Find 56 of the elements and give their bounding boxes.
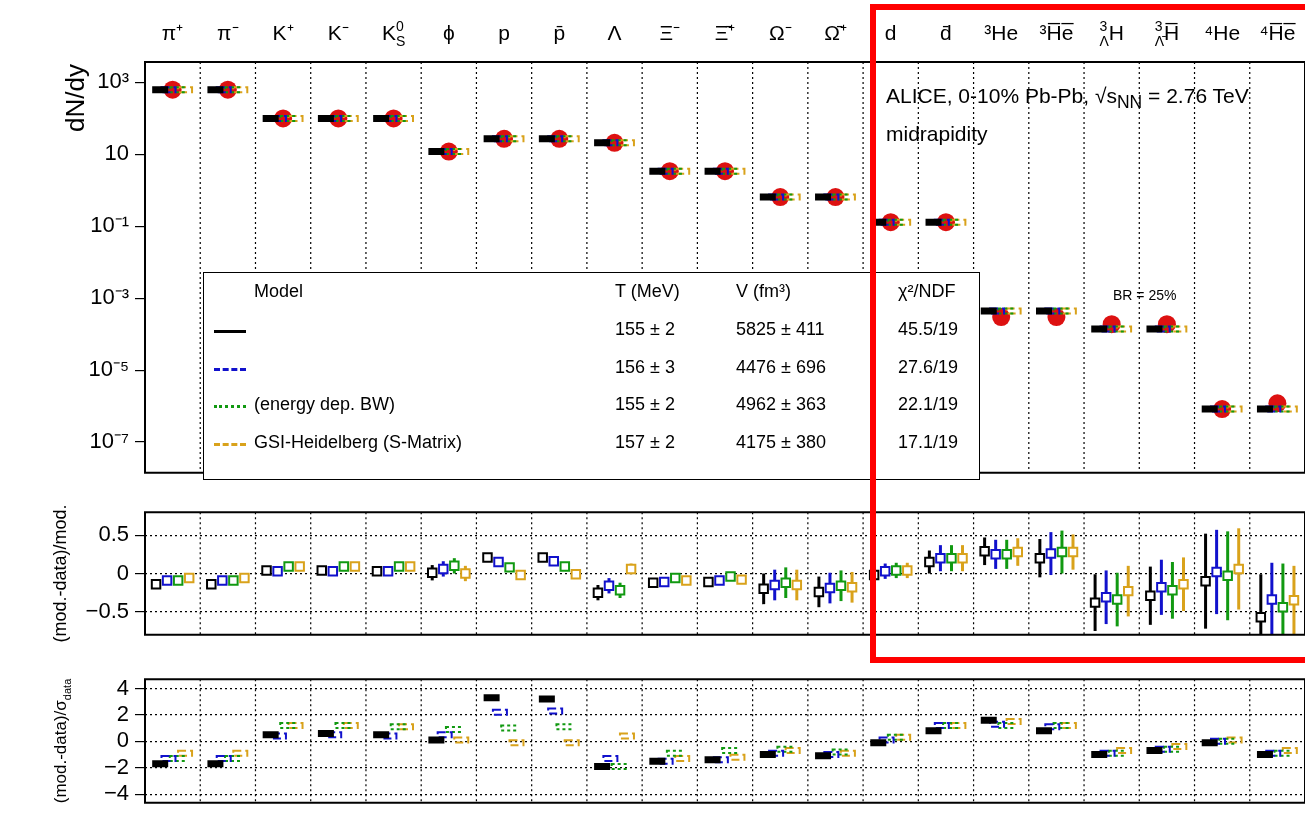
x-tick-label: K⁻ [327,21,349,44]
x-tick-label: Ξ̄⁺ [714,21,736,44]
annotation: 22.1/19 [898,394,959,415]
y-tick-label: −2 [103,753,129,779]
x-tick-label: Ω̄⁺ [824,21,847,44]
y-tick-label: 0 [116,559,129,585]
x-tick-label: d [884,21,897,44]
y-axis-title: (mod.-data)/σdata [51,677,73,804]
annotation: BR = 25% [1113,287,1177,303]
annotation: Model [254,281,304,302]
y-tick-label: 10⁻³ [90,284,129,310]
y-tick-label: −0.5 [85,597,129,623]
annotation: 155 ± 2 [615,394,675,415]
annotation: V (fm³) [736,281,791,302]
annotation: midrapidity [886,122,988,146]
x-tick-label: π⁻ [217,21,239,44]
annotation: 157 ± 2 [615,431,675,453]
x-tick-label: d̄ [940,21,952,44]
annotation: χ²/NDF [898,281,956,302]
annotation: 27.6/19 [898,356,959,378]
annotation: 45.5/19 [898,319,959,340]
x-tick-label: ³H̅e̅ [1039,21,1075,44]
y-tick-label: 10³ [97,68,129,94]
y-tick-label: 2 [116,700,129,726]
x-tick-label: Ω⁻ [768,21,792,44]
legend-label: GSI-Heidelberg (S-Matrix) [254,431,463,453]
x-tick-label: p̄ [553,21,566,44]
annotation: 155 ± 2 [615,319,675,340]
x-tick-label: ³He [984,21,1019,44]
annotation: 4175 ± 380 [736,431,826,453]
annotation: ALICE, 0-10% Pb-Pb, √s$_{NN}$ = 2.76 TeV [886,84,1249,114]
y-axis-title: (mod.-data)/mod. [50,504,70,643]
y-tick-label: 0 [116,727,129,753]
y-axis-title: dN/dy [60,64,90,132]
x-tick-label: ⁴H̅e̅ [1259,21,1297,44]
annotation: 4476 ± 696 [736,356,826,378]
annotation: 4962 ± 363 [736,394,826,415]
y-tick-label: 10⁻⁷ [89,428,130,454]
annotation: 17.1/19 [898,431,959,453]
x-tick-label: Λ [607,21,622,44]
x-tick-label: ϕ [442,21,455,44]
annotation: T (MeV) [615,281,680,302]
annotation: 5825 ± 411 [736,319,825,340]
x-tick-label: p [498,21,510,44]
y-tick-label: 4 [116,674,129,700]
y-tick-label: 10 [104,140,129,166]
x-tick-label: K⁺ [272,21,294,44]
y-tick-label: 10⁻¹ [90,212,129,238]
x-tick-label: π⁺ [161,21,184,44]
y-tick-label: −4 [103,780,129,806]
x-tick-label: Ξ⁻ [659,21,681,44]
legend-label: (energy dep. BW) [254,394,396,415]
y-tick-label: 0.5 [98,521,129,547]
y-tick-label: 10⁻⁵ [88,356,129,382]
x-tick-label: ⁴He [1204,21,1241,44]
annotation: 156 ± 3 [615,356,675,378]
